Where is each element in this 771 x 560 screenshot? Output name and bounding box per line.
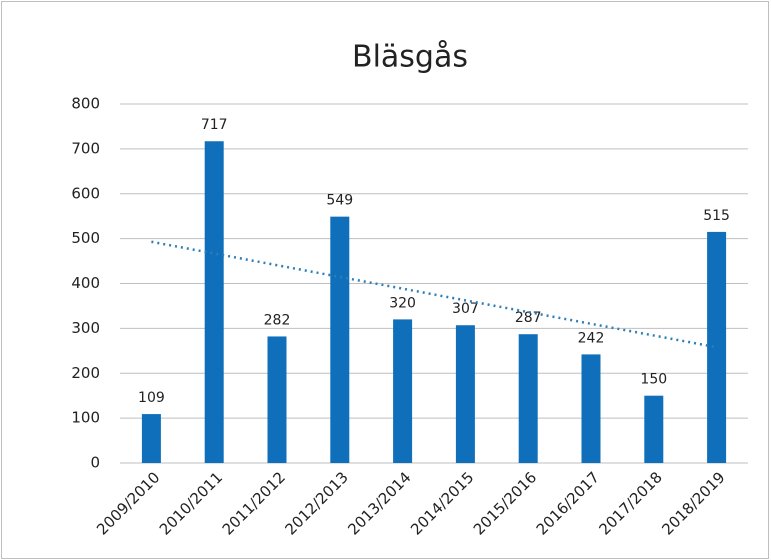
y-tick-label: 0 (90, 454, 100, 472)
bar (267, 336, 287, 463)
y-tick-label: 100 (71, 409, 100, 427)
y-tick-label: 700 (71, 139, 100, 157)
bar (204, 141, 224, 463)
data-label: 109 (138, 390, 165, 406)
data-label: 549 (326, 193, 353, 209)
data-label: 287 (515, 310, 542, 326)
y-tick-label: 400 (71, 274, 100, 292)
y-tick-label: 500 (71, 229, 100, 247)
chart-title: Bläsgås (352, 40, 468, 75)
bar (518, 334, 538, 463)
bar (393, 319, 413, 463)
y-tick-label: 600 (71, 184, 100, 202)
data-label: 515 (703, 208, 730, 224)
y-tick-label: 200 (71, 364, 100, 382)
data-label: 717 (201, 117, 228, 133)
bar (707, 231, 727, 463)
bar (455, 325, 475, 463)
data-label: 307 (452, 301, 479, 317)
y-tick-label: 300 (71, 319, 100, 337)
bar (644, 395, 664, 463)
bar (581, 354, 601, 463)
y-tick-label: 800 (71, 95, 100, 113)
bar (141, 414, 161, 463)
data-label: 242 (578, 330, 605, 346)
data-label: 320 (389, 295, 416, 311)
data-label: 150 (640, 372, 667, 388)
bar (330, 216, 350, 463)
data-label: 282 (264, 312, 291, 328)
